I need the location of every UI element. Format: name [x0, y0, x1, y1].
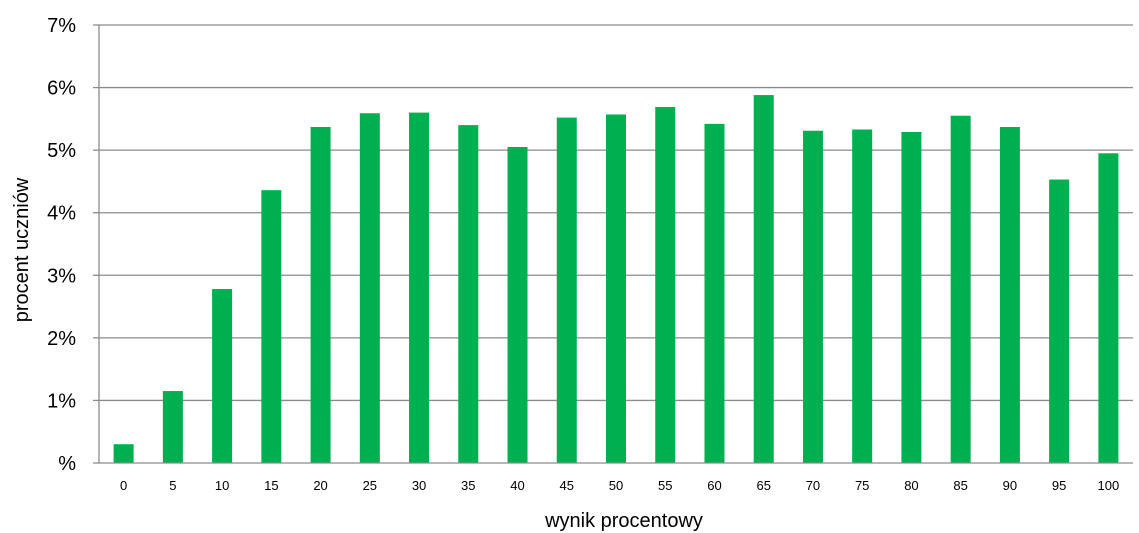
- bar: [1098, 153, 1119, 463]
- bar: [261, 190, 282, 463]
- bar: [802, 130, 823, 463]
- x-tick-label: 5: [169, 478, 176, 493]
- bar: [655, 106, 676, 464]
- x-tick-label: 80: [904, 478, 918, 493]
- bar: [409, 112, 430, 463]
- x-tick-label: 25: [363, 478, 377, 493]
- bar: [162, 391, 183, 463]
- y-tick-label: 7%: [47, 15, 76, 37]
- bar: [753, 95, 774, 463]
- bar: [606, 114, 626, 463]
- bar: [999, 126, 1020, 464]
- bar: [113, 444, 134, 463]
- bar: [1049, 179, 1070, 463]
- y-tick-label: 5%: [47, 140, 76, 162]
- bar: [212, 289, 233, 463]
- x-tick-label: 30: [412, 478, 426, 493]
- y-tick-label: 6%: [47, 78, 76, 100]
- x-tick-label: 20: [313, 478, 327, 493]
- bar: [704, 123, 725, 463]
- x-axis-title: wynik procentowy: [544, 510, 703, 532]
- x-tick-label: 70: [806, 478, 820, 493]
- y-tick-label: 2%: [47, 328, 76, 350]
- y-tick-label: 4%: [47, 203, 76, 225]
- x-tick-label: 85: [953, 478, 967, 493]
- x-tick-label: 45: [560, 478, 574, 493]
- x-tick-label: 35: [461, 478, 475, 493]
- bar: [901, 131, 922, 464]
- x-tick-label: 40: [510, 478, 524, 493]
- bar: [852, 129, 873, 463]
- bar: [507, 147, 528, 463]
- x-tick-label: 60: [707, 478, 721, 493]
- x-tick-label: 0: [120, 478, 127, 493]
- y-axis-ticks: % 1% 2% 3% 4% 5% 6% 7%: [47, 15, 99, 475]
- x-tick-label: 100: [1098, 478, 1120, 493]
- x-tick-label: 15: [264, 478, 278, 493]
- y-tick-label: 3%: [47, 265, 76, 287]
- bar: [556, 117, 577, 463]
- x-tick-label: 50: [609, 478, 623, 493]
- y-tick-label: 1%: [47, 390, 76, 412]
- x-tick-label: 90: [1003, 478, 1017, 493]
- x-tick-label: 55: [658, 478, 672, 493]
- x-tick-label: 65: [756, 478, 770, 493]
- bar: [310, 126, 331, 464]
- x-axis-ticks: 0 5 10 15 20 25 30 35 40 45 50 55 60 65 70 75 80 85 90 95 10…: [120, 478, 1119, 493]
- bar: [458, 125, 479, 463]
- bar: [950, 115, 971, 463]
- bars: [113, 95, 1119, 464]
- x-tick-label: 10: [215, 478, 229, 493]
- x-tick-label: 75: [855, 478, 869, 493]
- y-tick-label: %: [58, 453, 76, 475]
- x-tick-label: 95: [1052, 478, 1066, 493]
- bar: [359, 113, 380, 464]
- y-axis-title: procent uczniów: [11, 177, 33, 322]
